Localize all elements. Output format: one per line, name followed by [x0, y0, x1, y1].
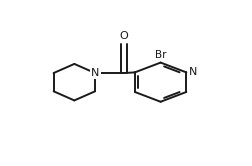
- Text: Br: Br: [155, 50, 166, 60]
- Text: N: N: [189, 67, 198, 77]
- Text: O: O: [120, 31, 129, 41]
- Text: N: N: [91, 68, 99, 78]
